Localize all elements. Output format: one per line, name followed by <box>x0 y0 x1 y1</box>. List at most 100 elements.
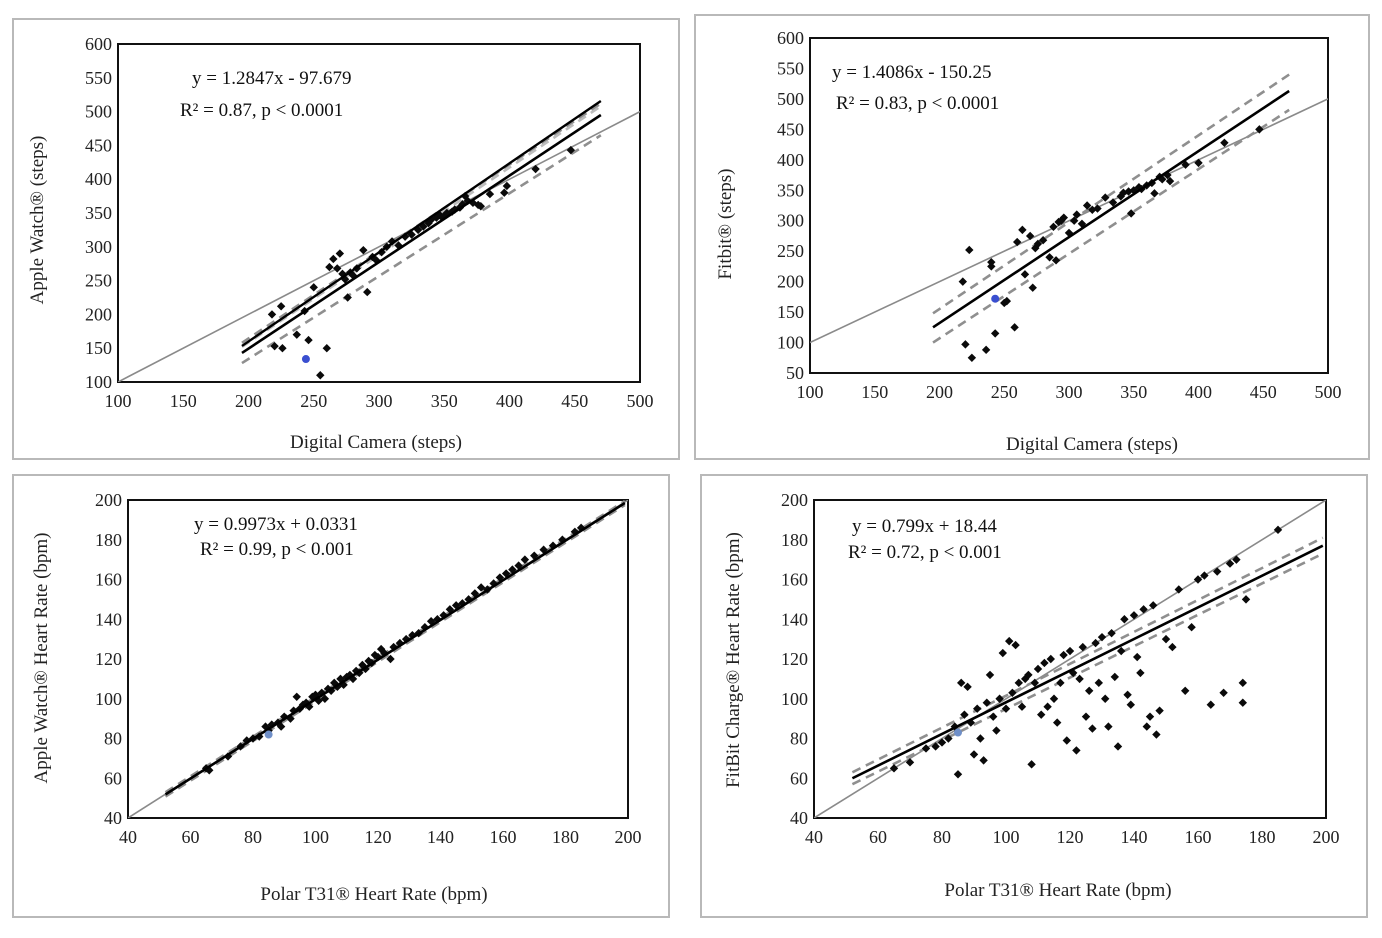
chart-panel-apple-hr: 40 60 80 100 120 140 160 180 200 40 60 80 100 120 140 1… <box>12 474 670 918</box>
data-point <box>1059 650 1068 660</box>
x-tick-label: 160 <box>490 827 517 847</box>
data-point <box>1129 611 1139 620</box>
data-point <box>445 605 455 614</box>
x-tick-label: 450 <box>561 391 588 411</box>
data-point <box>1028 283 1037 292</box>
plot-content <box>118 99 640 382</box>
data-point <box>343 293 352 302</box>
data-point <box>979 756 988 765</box>
data-point <box>363 287 372 297</box>
x-tick-label: 250 <box>991 382 1018 402</box>
y-tick-label: 120 <box>95 649 122 669</box>
data-point <box>1120 615 1129 624</box>
x-tick-label: 350 <box>431 391 458 411</box>
data-point <box>1194 158 1203 168</box>
y-tick-label: 600 <box>85 34 112 54</box>
y-tick-label: 200 <box>777 272 804 292</box>
data-point <box>961 340 970 349</box>
plot-frame <box>809 37 1329 374</box>
x-tick-label: 140 <box>427 827 454 847</box>
chart-panel-fitbit-steps: 100 150 200 250 300 350 400 450 500 50 100 150 200 25… <box>694 14 1370 460</box>
y-tick-label: 140 <box>95 609 122 629</box>
x-tick-label: 40 <box>805 827 823 847</box>
data-point <box>1038 236 1048 245</box>
y-tick-label: 100 <box>85 372 112 392</box>
data-point <box>270 341 279 351</box>
x-tick-label: 100 <box>105 391 132 411</box>
data-point <box>1020 270 1030 279</box>
data-point <box>1010 323 1019 332</box>
data-point <box>1053 718 1062 727</box>
regression-line <box>164 501 626 796</box>
y-axis-label: Apple Watch® (steps) <box>27 135 48 305</box>
data-point <box>1238 698 1247 707</box>
data-point <box>1133 652 1142 662</box>
y-tick-label: 60 <box>104 768 122 788</box>
regression-line <box>241 113 602 355</box>
data-point <box>304 335 313 345</box>
data-point <box>1088 724 1097 733</box>
x-axis-label: Polar T31® Heart Rate (bpm) <box>944 880 1172 901</box>
y-tick-label: 600 <box>777 28 804 48</box>
data-point <box>485 189 495 199</box>
data-point <box>1123 690 1132 699</box>
y-tick-label: 60 <box>790 768 808 788</box>
data-point <box>1037 710 1046 719</box>
data-point <box>1174 585 1183 594</box>
chart-panel-fitbit-hr: 40 60 80 100 120 140 160 180 200 40 60 80 100 120 140 1… <box>700 474 1368 918</box>
x-tick-label: 500 <box>627 391 654 411</box>
x-tick-label: 500 <box>1315 382 1342 402</box>
y-tick-label: 200 <box>95 490 122 510</box>
x-axis-label: Digital Camera (steps) <box>289 432 463 453</box>
regression-line <box>932 89 1290 329</box>
y-tick-label: 500 <box>85 102 112 122</box>
data-point <box>1046 654 1055 664</box>
y-tick-label: 550 <box>777 58 804 78</box>
data-point <box>442 208 452 218</box>
y-tick-label: 100 <box>95 689 122 709</box>
y-tick-label: 100 <box>781 689 808 709</box>
regression-equation: y = 0.799x + 18.44 <box>852 516 997 537</box>
data-point <box>1056 678 1065 688</box>
data-point <box>1187 623 1196 632</box>
plot-content <box>810 73 1328 362</box>
data-point <box>329 254 338 264</box>
data-point <box>463 196 472 206</box>
x-tick-label: 160 <box>1185 827 1212 847</box>
regression-stats: R² = 0.87, p < 0.0001 <box>180 100 344 121</box>
data-point <box>1005 636 1014 646</box>
data-point <box>1126 700 1135 709</box>
x-tick-label: 180 <box>1249 827 1276 847</box>
highlight-point <box>991 294 1000 303</box>
y-tick-label: 160 <box>781 570 808 590</box>
x-tick-label: 450 <box>1250 382 1277 402</box>
data-point <box>992 726 1001 735</box>
data-point <box>1062 736 1071 745</box>
x-tick-label: 100 <box>993 827 1020 847</box>
y-tick-label: 300 <box>777 211 804 231</box>
data-point <box>1150 189 1159 198</box>
y-tick-label: 300 <box>85 237 112 257</box>
data-point <box>921 744 931 753</box>
y-tick-label: 350 <box>85 203 112 223</box>
data-point <box>1065 646 1075 656</box>
chart-svg: 100 150 200 250 300 350 400 450 500 100 150 200 250 3… <box>85 34 654 411</box>
y-tick-label: 450 <box>85 135 112 155</box>
identity-line <box>118 110 640 382</box>
chart-svg: 100 150 200 250 300 350 400 450 5005010015020025… <box>777 28 1342 402</box>
data-point <box>982 698 991 707</box>
data-point <box>1168 642 1177 652</box>
data-point <box>566 145 576 155</box>
data-point <box>276 302 286 311</box>
x-tick-label: 250 <box>300 391 327 411</box>
data-point <box>520 555 530 564</box>
data-point <box>889 764 899 773</box>
data-point <box>1101 193 1110 202</box>
data-point <box>292 692 301 701</box>
data-point <box>1082 201 1092 210</box>
x-tick-label: 300 <box>366 391 393 411</box>
data-point <box>1161 634 1171 644</box>
data-point <box>1011 640 1020 650</box>
y-tick-label: 160 <box>95 570 122 590</box>
data-point <box>1206 700 1215 709</box>
